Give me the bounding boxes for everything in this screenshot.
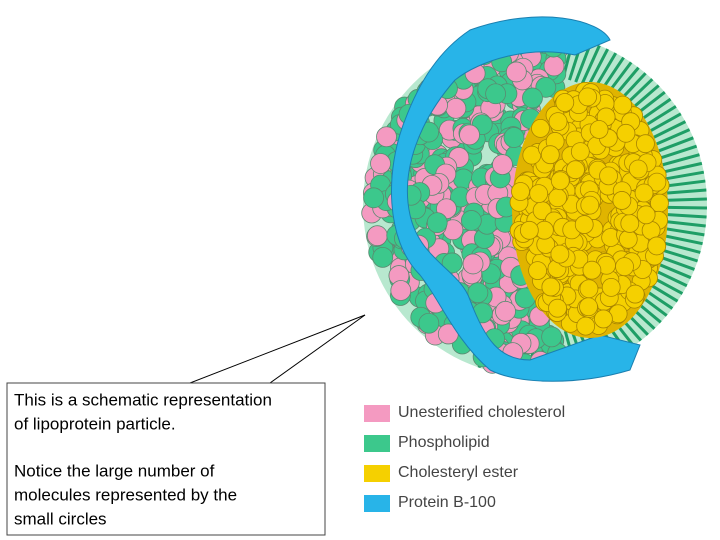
- lipid-ball: [505, 61, 527, 83]
- ester-ball: [582, 260, 602, 280]
- lipid-ball: [503, 127, 525, 148]
- lipid-ball: [492, 154, 513, 176]
- ester-ball: [647, 172, 667, 192]
- ester-ball: [548, 188, 568, 208]
- legend-swatch: [364, 495, 390, 512]
- ester-ball: [522, 145, 542, 165]
- legend-swatch: [364, 465, 390, 482]
- callout-line: This is a schematic representation: [14, 390, 272, 409]
- callout-line: small circles: [14, 509, 107, 528]
- phospholipid-tail: [586, 48, 610, 88]
- ester-ball: [618, 229, 638, 249]
- legend-swatch: [364, 405, 390, 422]
- protein-band: [390, 16, 641, 382]
- pointer-line: [269, 314, 366, 384]
- ester-ball: [566, 160, 585, 180]
- ester-ball: [615, 257, 634, 277]
- ester-ball: [616, 123, 636, 143]
- lipid-ball: [366, 225, 388, 247]
- ester-ball: [550, 171, 570, 191]
- lipid-ball: [459, 124, 480, 146]
- ester-ball: [548, 112, 568, 132]
- lipid-ball: [485, 83, 507, 105]
- ester-ball: [576, 316, 596, 336]
- callout: This is a schematic representation of li…: [6, 314, 366, 536]
- ester-ball: [594, 309, 613, 329]
- lipid-ball: [441, 252, 463, 274]
- ester-ball: [613, 95, 633, 115]
- lipid-ball: [543, 55, 565, 77]
- callout-line: molecules represented by the: [14, 485, 237, 504]
- ester-ball: [578, 87, 598, 107]
- lipid-ball: [363, 187, 385, 209]
- pointer-line: [189, 314, 366, 384]
- ester-ball: [528, 261, 547, 280]
- ester-ball: [636, 134, 655, 154]
- lipoprotein-particle: [361, 16, 707, 382]
- ester-ball: [647, 236, 667, 256]
- ester-ball: [580, 195, 600, 215]
- callout-line: Notice the large number of: [14, 461, 215, 480]
- ester-ball: [625, 284, 645, 304]
- ester-ball: [636, 205, 656, 225]
- lipid-ball: [445, 97, 467, 119]
- ester-ball: [540, 145, 560, 165]
- legend-swatch: [364, 435, 390, 452]
- lipid-ball: [495, 300, 516, 322]
- legend-label: Unesterified cholesterol: [398, 404, 565, 421]
- ester-ball: [548, 298, 567, 318]
- phospholipid-tail: [659, 188, 707, 196]
- lipid-ball: [426, 212, 448, 234]
- callout-line: of lipoprotein particle.: [14, 414, 176, 433]
- legend-label: Cholesteryl ester: [398, 464, 519, 481]
- lipid-ball: [522, 87, 543, 109]
- lipid-ball: [418, 312, 440, 334]
- ester-ball: [620, 214, 640, 233]
- ester-ball: [612, 191, 632, 210]
- ester-ball: [541, 277, 561, 297]
- ester-ball: [555, 93, 575, 112]
- callout-box: [6, 382, 326, 536]
- lipid-ball: [372, 246, 394, 268]
- ester-ball: [519, 220, 539, 240]
- ester-ball: [574, 215, 594, 234]
- ester-ball: [601, 277, 621, 297]
- ester-ball: [531, 119, 550, 138]
- ester-ball: [634, 183, 654, 203]
- lipid-ball: [541, 326, 563, 348]
- lipid-ball: [390, 280, 412, 301]
- phospholipid-tail: [580, 44, 601, 86]
- lipid-ball: [467, 282, 489, 304]
- lipid-ball: [370, 153, 391, 174]
- legend: Unesterified cholesterol Phospholipid Chol…: [364, 404, 565, 512]
- ester-ball: [550, 244, 570, 264]
- legend-label: Phospholipid: [398, 434, 490, 451]
- ester-ball: [599, 166, 618, 186]
- ester-ball: [579, 279, 599, 299]
- ester-ball: [529, 184, 549, 204]
- ester-ball: [589, 120, 609, 139]
- ester-ball: [628, 159, 648, 179]
- lipid-ball: [460, 210, 482, 231]
- lipid-ball: [462, 253, 484, 275]
- ester-ball: [511, 182, 530, 201]
- ester-ball: [570, 142, 590, 162]
- legend-label: Protein B-100: [398, 494, 496, 511]
- lipid-ball: [376, 126, 397, 148]
- ester-ball: [579, 297, 598, 317]
